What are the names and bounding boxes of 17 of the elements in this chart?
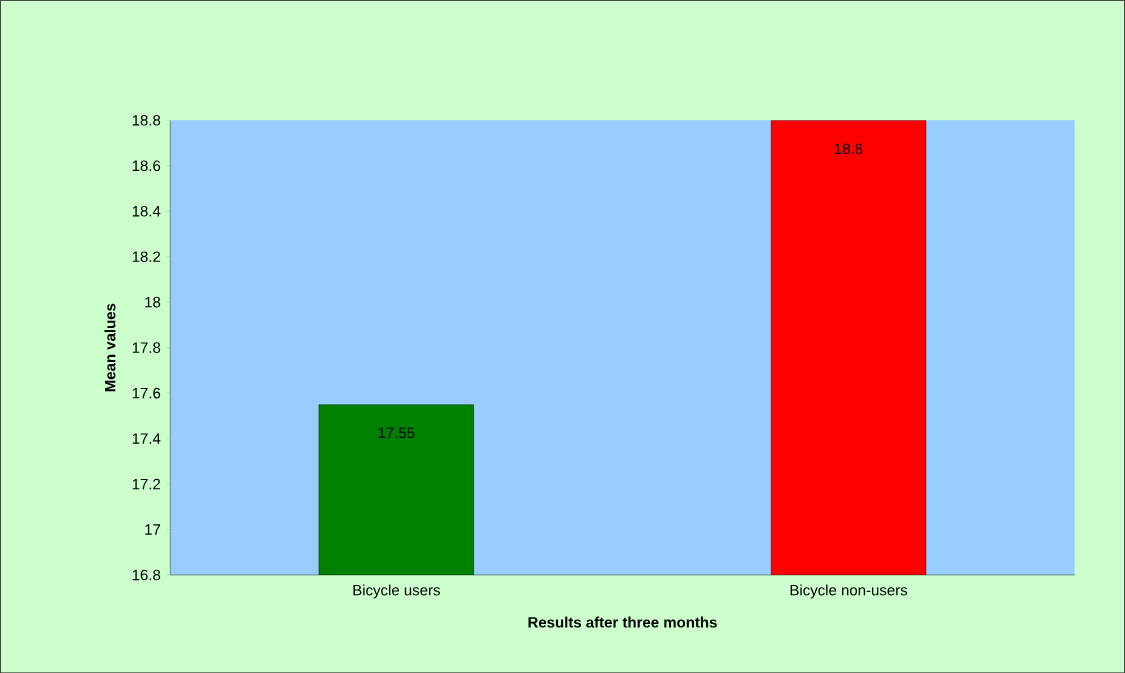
data-label: 17.55 [378, 427, 415, 438]
y-tick-label: 18.4 [132, 205, 161, 217]
y-tick-label: 18.2 [132, 251, 161, 262]
y-tick-label: 17.6 [132, 387, 161, 399]
y-tick-label: 18.8 [132, 114, 161, 126]
y-axis-title: Mean values [104, 303, 116, 392]
y-tick-label: 17.8 [132, 342, 161, 353]
data-label: 18.8 [835, 143, 863, 154]
x-tick-label: Bicycle non-users [790, 584, 908, 599]
y-tick-label: 17 [145, 524, 161, 535]
y-tick-label: 18.6 [132, 160, 161, 171]
x-axis-title: Results after three months [528, 616, 717, 628]
y-tick-label: 18 [145, 296, 161, 308]
y-tick-label: 16.8 [132, 569, 161, 581]
x-tick-label: Bicycle users [353, 584, 440, 599]
y-tick-label: 17.2 [132, 478, 161, 490]
y-tick-label: 17.4 [132, 433, 161, 444]
